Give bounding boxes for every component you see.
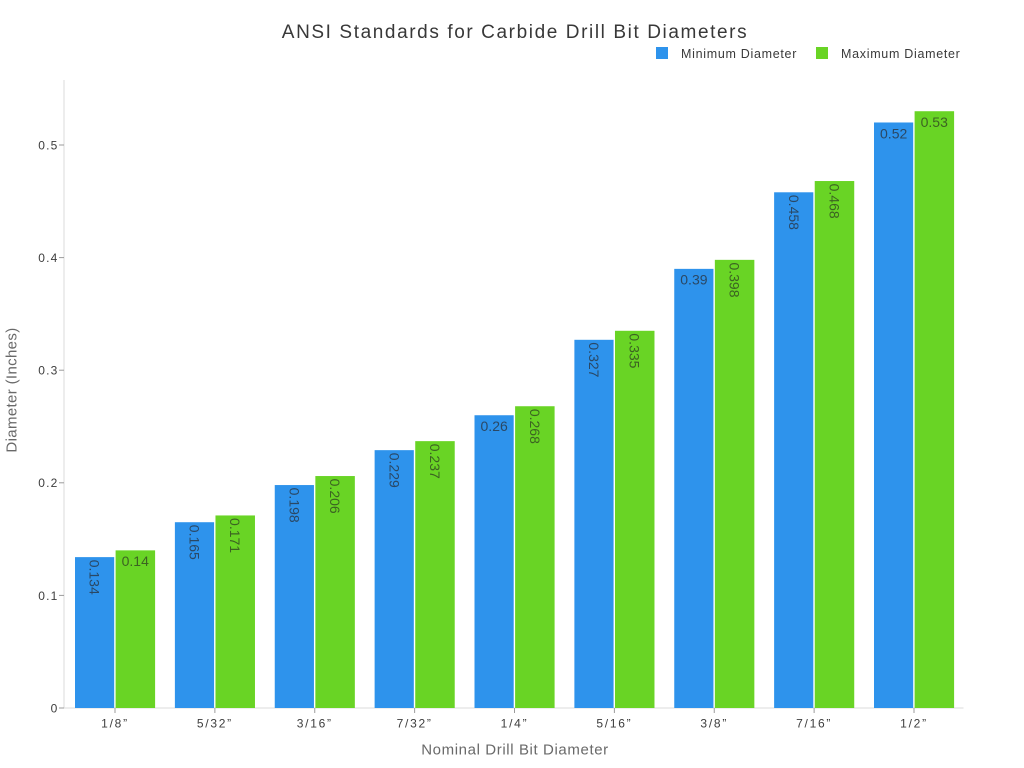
svg-text:0.335: 0.335 [627,333,643,368]
svg-text:1/8”: 1/8” [101,717,129,731]
svg-text:0: 0 [51,701,59,715]
svg-text:0.206: 0.206 [327,479,343,514]
svg-text:0.398: 0.398 [727,262,743,297]
svg-text:0.165: 0.165 [187,525,203,560]
svg-text:0.134: 0.134 [87,560,103,595]
svg-text:0.237: 0.237 [427,444,443,479]
svg-text:0.53: 0.53 [921,114,948,130]
svg-text:0.52: 0.52 [880,125,907,141]
svg-text:0.26: 0.26 [481,418,508,434]
svg-text:Minimum Diameter: Minimum Diameter [681,47,797,61]
svg-text:0.458: 0.458 [786,195,802,230]
svg-text:0.468: 0.468 [826,184,842,219]
svg-text:7/16”: 7/16” [796,717,832,731]
svg-text:0.39: 0.39 [680,272,707,288]
svg-text:7/32”: 7/32” [397,717,433,731]
svg-text:Maximum Diameter: Maximum Diameter [841,47,961,61]
svg-text:0.171: 0.171 [227,518,243,553]
svg-text:1/4”: 1/4” [501,717,529,731]
svg-text:1/2”: 1/2” [900,717,928,731]
svg-text:Diameter (Inches): Diameter (Inches) [4,327,21,452]
svg-text:0.14: 0.14 [122,553,149,569]
svg-text:0.4: 0.4 [38,251,58,265]
svg-text:0.268: 0.268 [527,409,543,444]
svg-text:0.3: 0.3 [38,364,58,378]
svg-text:3/8”: 3/8” [700,717,728,731]
svg-text:Nominal Drill Bit Diameter: Nominal Drill Bit Diameter [421,742,609,759]
svg-text:0.2: 0.2 [38,476,58,490]
svg-text:0.5: 0.5 [38,138,58,152]
svg-text:0.229: 0.229 [386,453,402,488]
svg-text:ANSI Standards for Carbide Dri: ANSI Standards for Carbide Drill Bit Dia… [282,22,748,43]
svg-text:3/16”: 3/16” [297,717,333,731]
svg-text:0.198: 0.198 [286,488,302,523]
svg-text:5/32”: 5/32” [197,717,233,731]
svg-text:0.1: 0.1 [38,589,58,603]
svg-text:5/16”: 5/16” [596,717,632,731]
svg-text:0.327: 0.327 [586,342,602,377]
